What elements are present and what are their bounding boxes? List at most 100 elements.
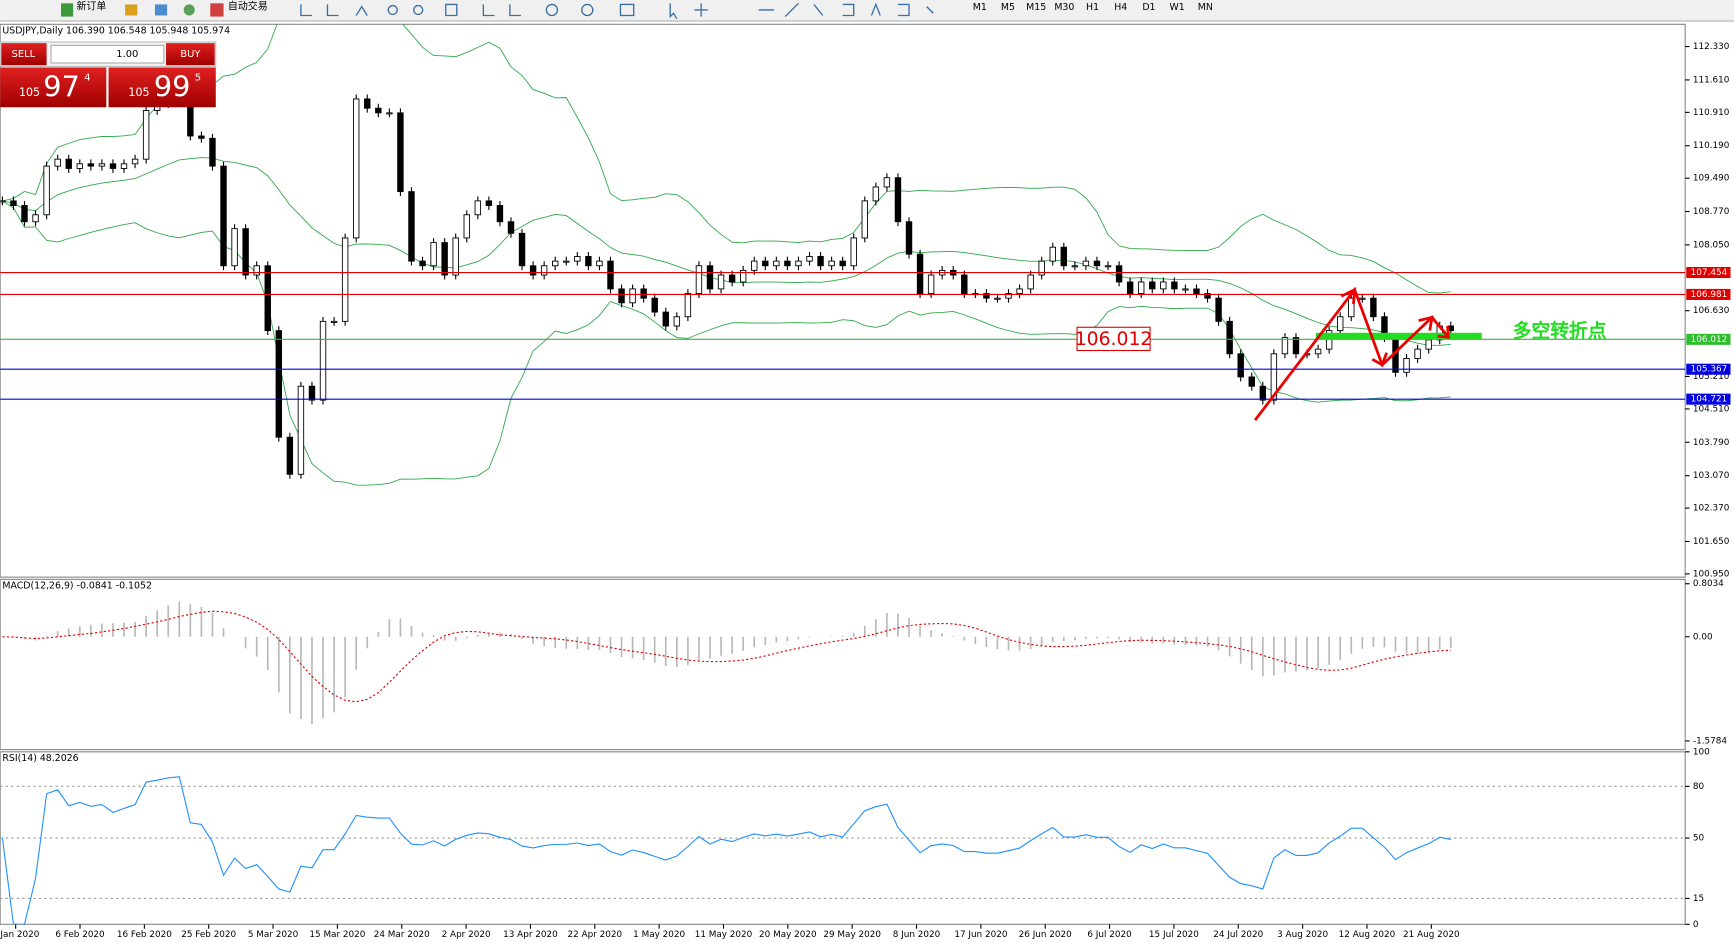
candle bbox=[430, 242, 437, 267]
macd-layer bbox=[2, 601, 1452, 724]
y-tick-label: 100.950 bbox=[1693, 569, 1730, 579]
level-label: 107.454 bbox=[1691, 268, 1728, 278]
candle bbox=[762, 260, 769, 267]
timeframe[interactable]: H1 bbox=[1086, 2, 1099, 13]
level-tag bbox=[1686, 266, 1731, 279]
candle bbox=[1149, 281, 1156, 290]
level-label: 104.721 bbox=[1691, 395, 1728, 405]
candle bbox=[607, 260, 614, 290]
timeframe[interactable]: MN bbox=[1198, 2, 1213, 13]
candle bbox=[563, 260, 570, 263]
candle bbox=[1314, 348, 1322, 355]
x-tick-label: 17 Jun 2020 bbox=[954, 930, 1007, 940]
candle bbox=[1049, 246, 1056, 262]
lots-input[interactable] bbox=[50, 44, 165, 64]
candle bbox=[574, 256, 581, 262]
candle bbox=[961, 274, 968, 294]
ask-box[interactable] bbox=[108, 67, 216, 108]
bid-box[interactable] bbox=[0, 67, 107, 108]
new-order[interactable]: 新订单 bbox=[76, 0, 106, 13]
ask-pips: 99 bbox=[154, 69, 191, 103]
sell-label: SELL bbox=[12, 49, 36, 60]
y-tick-label: 110.190 bbox=[1693, 141, 1730, 151]
timeframe[interactable]: M5 bbox=[1001, 2, 1015, 13]
candle bbox=[1027, 274, 1034, 290]
candle bbox=[1403, 357, 1410, 373]
candle bbox=[474, 200, 482, 216]
candle bbox=[87, 163, 95, 167]
candle bbox=[684, 293, 692, 318]
candle bbox=[1093, 260, 1101, 267]
candle bbox=[76, 163, 83, 169]
candle bbox=[1038, 260, 1045, 276]
candle bbox=[441, 242, 448, 276]
candle bbox=[463, 214, 470, 239]
green-zone bbox=[1315, 332, 1482, 340]
rsi-layer bbox=[0, 776, 1686, 925]
candle bbox=[1204, 293, 1211, 299]
lots-value: 1.00 bbox=[116, 49, 138, 60]
x-tick-label: 13 Apr 2020 bbox=[503, 930, 558, 940]
candle bbox=[297, 385, 305, 475]
y-tick-label: 0.00 bbox=[1693, 632, 1713, 642]
timeframe[interactable]: M1 bbox=[973, 2, 987, 13]
sell-button[interactable] bbox=[1, 43, 47, 66]
level-tag bbox=[1686, 288, 1731, 300]
candle bbox=[861, 200, 868, 239]
candle bbox=[662, 311, 669, 327]
candle bbox=[32, 214, 39, 223]
main-panel bbox=[0, 23, 1686, 578]
candle bbox=[585, 256, 592, 267]
x-tick-label: 8 Jun 2020 bbox=[893, 930, 941, 940]
bollinger-band bbox=[2, 24, 1451, 294]
candle bbox=[1115, 265, 1123, 283]
level-tag bbox=[1686, 393, 1731, 405]
candle bbox=[751, 260, 758, 271]
timeframe[interactable]: M30 bbox=[1054, 2, 1074, 13]
y-tick-label: 80 bbox=[1693, 782, 1705, 792]
macd-signal bbox=[2, 610, 1451, 703]
candle bbox=[142, 110, 150, 160]
timeframe[interactable]: D1 bbox=[1142, 2, 1155, 13]
candle bbox=[1237, 353, 1244, 378]
auto-trading[interactable]: 自动交易 bbox=[228, 0, 268, 13]
timeframe[interactable]: H4 bbox=[1114, 2, 1127, 13]
candle bbox=[640, 288, 647, 299]
candle bbox=[1281, 337, 1289, 355]
candle bbox=[1126, 281, 1134, 294]
y-tick-label: 108.050 bbox=[1693, 240, 1730, 250]
candle bbox=[1248, 376, 1255, 387]
candle bbox=[994, 297, 1001, 300]
candle bbox=[1425, 339, 1432, 350]
candle bbox=[109, 163, 117, 169]
candle bbox=[1171, 281, 1178, 290]
bid-frac: 4 bbox=[84, 72, 90, 83]
candle bbox=[1104, 265, 1112, 268]
candle bbox=[806, 256, 813, 262]
candle bbox=[10, 200, 17, 206]
candle bbox=[1193, 288, 1200, 294]
timeframe[interactable]: M15 bbox=[1026, 2, 1046, 13]
bid-big: 105 bbox=[19, 86, 40, 99]
indicator-title: RSI(14) 48.2026 bbox=[2, 753, 78, 764]
candle bbox=[784, 260, 791, 267]
x-tick-label: 24 Mar 2020 bbox=[374, 930, 430, 940]
buy-button[interactable] bbox=[166, 43, 215, 66]
candle bbox=[828, 260, 835, 267]
candle bbox=[1292, 337, 1300, 355]
candle bbox=[352, 98, 360, 239]
candle bbox=[242, 228, 249, 276]
candle bbox=[419, 260, 426, 267]
candle bbox=[1348, 297, 1355, 318]
candle bbox=[1016, 288, 1023, 294]
candle bbox=[795, 260, 802, 267]
candle bbox=[43, 165, 50, 216]
candle bbox=[1082, 260, 1090, 267]
timeframe[interactable]: W1 bbox=[1170, 2, 1185, 13]
candle bbox=[386, 112, 393, 115]
candle bbox=[65, 158, 72, 169]
level-label: 105.367 bbox=[1691, 365, 1728, 375]
ask-big: 105 bbox=[128, 86, 149, 99]
candle bbox=[552, 260, 559, 267]
